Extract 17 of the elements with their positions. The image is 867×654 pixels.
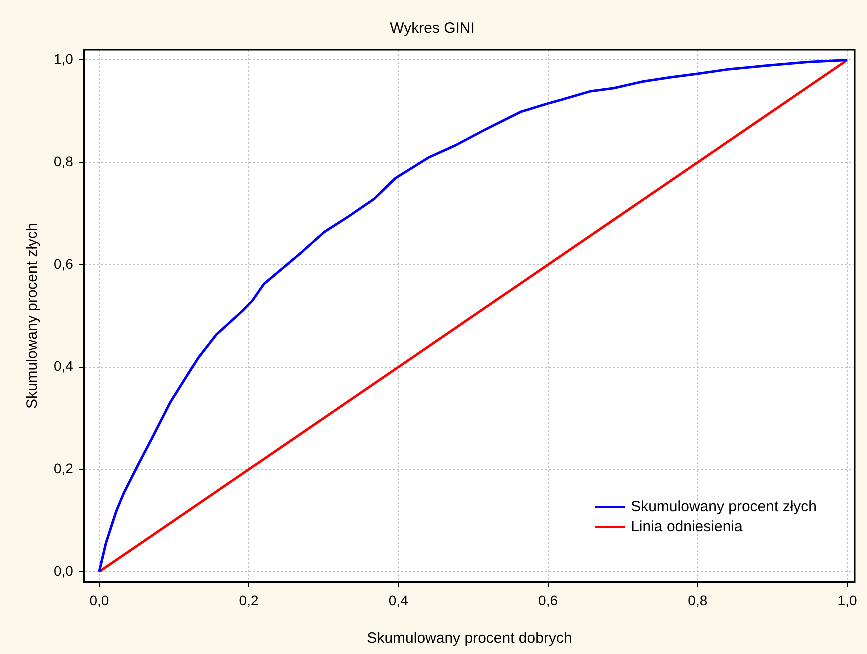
x-tick-label: 1,0 xyxy=(838,592,858,608)
x-axis-title: Skumulowany procent dobrych xyxy=(367,630,572,648)
y-tick-label: 0,6 xyxy=(54,256,74,272)
y-tick-label: 0,0 xyxy=(54,562,74,579)
y-tick-label: 0,2 xyxy=(54,460,74,476)
y-tick-label: 0,8 xyxy=(54,153,74,170)
x-tick-label: 0,0 xyxy=(90,592,110,608)
x-tick-label: 0,6 xyxy=(538,592,558,608)
x-tick-label: 0,8 xyxy=(688,592,708,608)
y-axis-title: Skumulowany procent złych xyxy=(24,223,42,410)
y-tick-label: 1,0 xyxy=(54,51,74,68)
legend-label: Skumulowany procent złych xyxy=(631,498,818,516)
legend-label: Linia odniesienia xyxy=(631,518,744,536)
x-tick-label: 0,4 xyxy=(388,592,409,608)
chart-title: Wykres GINI xyxy=(390,20,475,38)
y-tick-label: 0,4 xyxy=(54,358,74,374)
x-tick-label: 0,2 xyxy=(239,592,259,608)
